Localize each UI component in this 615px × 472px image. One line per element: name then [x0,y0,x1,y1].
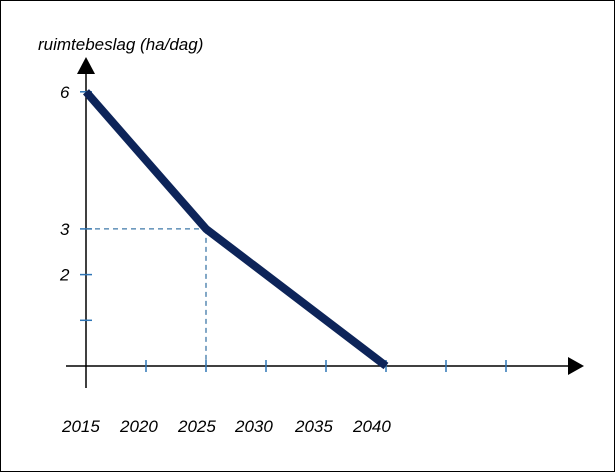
y-tick-label: 2 [59,266,70,285]
axes [66,57,584,388]
ticks [80,91,507,372]
y-tick-label: 3 [60,220,70,239]
y-tick-labels: 6 3 2 [59,83,70,285]
x-axis-arrow-icon [568,357,584,375]
x-tick-label: 2040 [352,417,391,436]
x-tick-labels: 2015 2020 2025 2030 2035 2040 [61,417,391,436]
y-tick-label: 6 [60,83,70,102]
x-tick-label: 2020 [119,417,158,436]
x-tick-label: 2025 [177,417,216,436]
y-axis-label: ruimtebeslag (ha/dag) [38,35,203,54]
series-group [82,89,389,370]
series-line [82,89,389,370]
y-axis-arrow-icon [77,57,95,74]
reference-lines [86,228,207,366]
x-tick-label: 2030 [234,417,273,436]
x-tick-label: 2015 [61,417,100,436]
x-tick-label: 2035 [294,417,333,436]
